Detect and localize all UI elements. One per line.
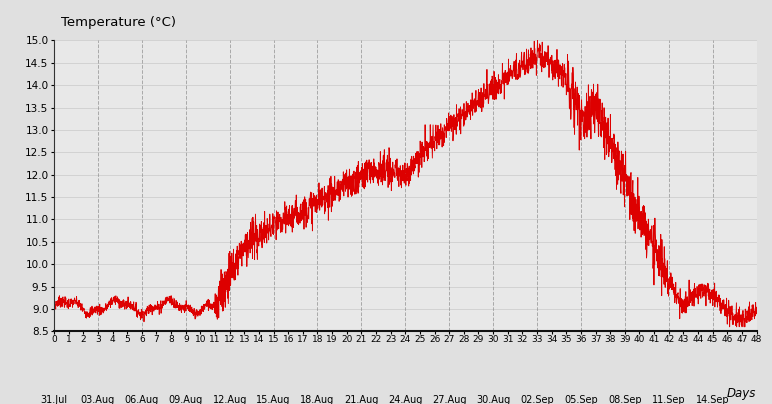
Text: 08.Sep: 08.Sep (608, 395, 642, 404)
Text: 31.Jul: 31.Jul (40, 395, 68, 404)
Text: 27.Aug: 27.Aug (432, 395, 466, 404)
Text: 14.Sep: 14.Sep (696, 395, 730, 404)
Text: 03.Aug: 03.Aug (81, 395, 115, 404)
Text: 02.Sep: 02.Sep (520, 395, 554, 404)
Text: 15.Aug: 15.Aug (256, 395, 291, 404)
Text: 30.Aug: 30.Aug (476, 395, 510, 404)
Text: 05.Sep: 05.Sep (564, 395, 598, 404)
Text: Days: Days (727, 387, 757, 400)
Text: 11.Sep: 11.Sep (652, 395, 686, 404)
Text: 18.Aug: 18.Aug (300, 395, 334, 404)
Text: Temperature (°C): Temperature (°C) (61, 16, 176, 29)
Text: 12.Aug: 12.Aug (212, 395, 247, 404)
Text: 06.Aug: 06.Aug (125, 395, 159, 404)
Text: 24.Aug: 24.Aug (388, 395, 422, 404)
Text: 21.Aug: 21.Aug (344, 395, 378, 404)
Text: 09.Aug: 09.Aug (168, 395, 203, 404)
